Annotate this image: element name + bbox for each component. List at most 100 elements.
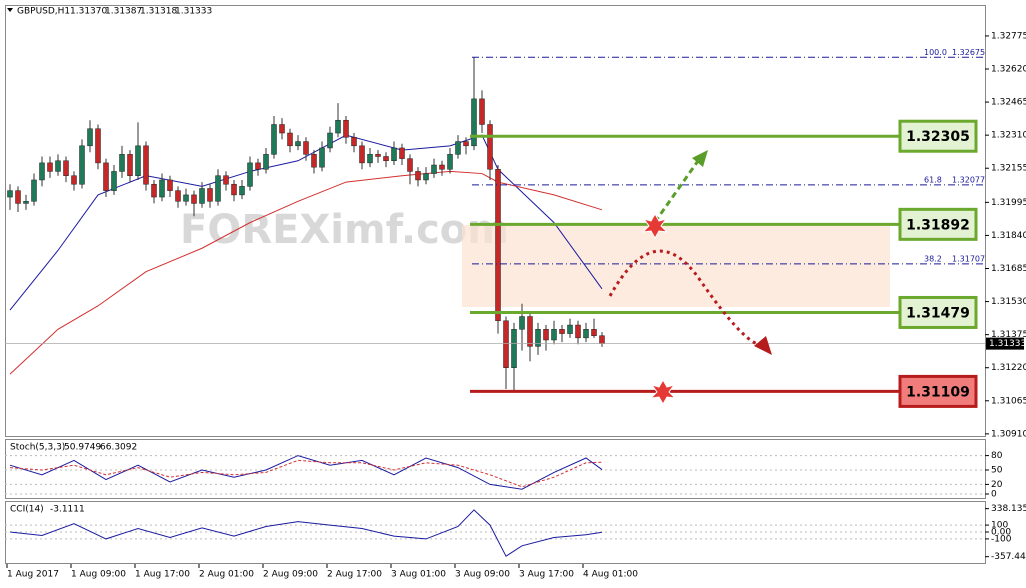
candle-body — [407, 158, 413, 172]
candle-body — [591, 329, 597, 336]
y-tick-label: 1.31065 — [991, 396, 1026, 406]
candle-body — [167, 179, 173, 191]
candle-body — [175, 190, 181, 202]
x-tick-label: 2 Aug 17:00 — [327, 570, 382, 580]
x-tick-label: 1 Aug 09:00 — [71, 570, 126, 580]
x-tick-label: 1 Aug 17:00 — [135, 570, 190, 580]
candle-body — [15, 190, 21, 204]
candle-body — [335, 119, 341, 134]
x-tick-label: 4 Aug 01:00 — [583, 570, 638, 580]
current-price-label: 1.31333 — [989, 339, 1026, 349]
candle-body — [583, 329, 589, 339]
stoch-signal-last: 66.3092 — [100, 443, 137, 453]
watermark: FOREXimf.com — [180, 207, 509, 253]
cci-line — [9, 509, 603, 557]
fib-ratio: 38.2 — [924, 254, 942, 263]
symbol: GBPUSD,H1 — [17, 7, 70, 17]
candle-body — [503, 320, 509, 368]
candle-body — [63, 160, 69, 176]
stoch-tick-label: 50 — [991, 466, 1003, 476]
candle-body — [207, 188, 213, 202]
y-tick-label: 1.31220 — [991, 363, 1026, 373]
candle-body — [183, 194, 189, 202]
level-label: 1.31109 — [906, 384, 970, 400]
candle-body — [231, 183, 237, 196]
annotations — [608, 150, 772, 406]
candle-body — [351, 137, 357, 147]
stoch-tick-label: 20 — [991, 480, 1003, 490]
candle-body — [343, 119, 349, 138]
y-tick-label: 1.32310 — [991, 131, 1026, 141]
candle-body — [95, 128, 101, 164]
candle-body — [543, 329, 549, 341]
fib-ratio: 100.0 — [924, 48, 947, 57]
candle-body — [383, 156, 389, 162]
level-box — [898, 119, 978, 153]
candle-body — [151, 183, 157, 198]
candle-body — [567, 324, 573, 334]
candle-body — [119, 154, 125, 172]
cci-tick-label: -100 — [991, 534, 1012, 544]
candle-body — [367, 154, 373, 164]
cci-tick-label: 0.00 — [991, 528, 1011, 538]
stoch-panel — [5, 439, 986, 499]
candle-body — [303, 141, 309, 155]
x-tick-label: 2 Aug 09:00 — [263, 570, 318, 580]
candle-body — [199, 188, 205, 204]
candle-body — [295, 141, 301, 147]
candle-body — [511, 329, 517, 368]
level-box — [898, 295, 978, 329]
y-tick-label: 1.32620 — [991, 65, 1026, 75]
y-tick-label: 1.31530 — [991, 297, 1026, 307]
candle-body — [135, 145, 141, 176]
candle-body — [415, 171, 421, 181]
x-tick-label: 3 Aug 09:00 — [455, 570, 510, 580]
candle-body — [439, 164, 445, 170]
level-label: 1.31479 — [906, 305, 970, 321]
candle-body — [271, 124, 277, 155]
candle-body — [263, 154, 269, 170]
x-tick-label: 3 Aug 17:00 — [519, 570, 574, 580]
y-tick-label: 1.31375 — [991, 330, 1026, 340]
candle-body — [111, 171, 117, 191]
candle-body — [247, 162, 253, 187]
cci-last: -3.1111 — [50, 505, 85, 515]
x-tick-label: 2 Aug 01:00 — [199, 570, 254, 580]
fib-price: 1.32077 — [952, 175, 985, 184]
candle-body — [495, 169, 501, 322]
x-tick-label: 3 Aug 01:00 — [391, 570, 446, 580]
candle-body — [23, 201, 29, 204]
y-tick-label: 1.31840 — [991, 231, 1026, 241]
level-box — [898, 207, 978, 241]
cci-title: CCI(14) — [10, 505, 44, 515]
candle-body — [71, 175, 77, 185]
candle-body — [575, 324, 581, 339]
candle-body — [79, 145, 85, 185]
candle-body — [255, 162, 261, 170]
fib-price: 1.32675 — [952, 48, 985, 57]
candle-body — [223, 175, 229, 185]
stoch-signal — [9, 459, 603, 488]
up-arrow — [653, 157, 702, 223]
candle-body — [431, 164, 437, 174]
y-tick-label: 1.32155 — [991, 164, 1026, 174]
stoch-main — [9, 455, 603, 490]
candle-body — [39, 162, 45, 181]
candle-body — [215, 175, 221, 202]
fib-ratio: 61.8 — [924, 175, 942, 184]
y-tick-label: 1.31685 — [991, 264, 1026, 274]
fib-price: 1.31707 — [952, 254, 985, 263]
candle-body — [519, 316, 525, 330]
candle-body — [391, 147, 397, 162]
candle-body — [455, 141, 461, 155]
candle-body — [559, 329, 565, 334]
level-label: 1.31892 — [906, 217, 970, 233]
header-value: 1.31387 — [105, 7, 142, 17]
candle-body — [463, 141, 469, 147]
stoch-tick-label: 0 — [991, 490, 997, 500]
candle-body — [447, 154, 453, 170]
cci-tick-label: 100 — [991, 521, 1008, 531]
candle-body — [159, 179, 165, 198]
candle-body — [479, 98, 485, 125]
candle-body — [287, 132, 293, 147]
